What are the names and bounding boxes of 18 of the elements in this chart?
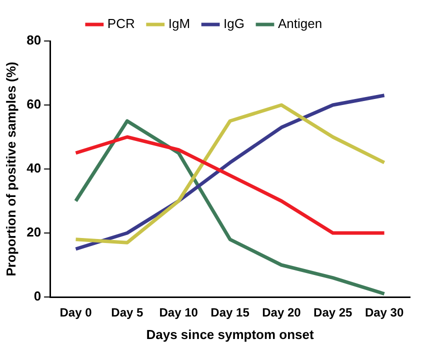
legend-label: IgM xyxy=(168,16,190,32)
y-axis-title: Proportion of positive samples (%) xyxy=(3,62,18,276)
y-tick-label: 20 xyxy=(26,224,42,240)
legend-label: IgG xyxy=(224,16,245,32)
x-tick-label: Day 25 xyxy=(314,306,353,320)
x-tick-label: Day 20 xyxy=(262,306,302,320)
y-tick-label: 60 xyxy=(26,96,42,112)
x-axis-title: Days since symptom onset xyxy=(146,326,315,342)
legend-label: PCR xyxy=(107,16,135,32)
y-tick-label: 0 xyxy=(34,288,42,304)
x-tick-label: Day 5 xyxy=(111,306,144,320)
y-tick-label: 80 xyxy=(26,32,42,48)
legend-label: Antigen xyxy=(278,16,322,32)
x-tick-label: Day 0 xyxy=(60,306,92,320)
y-tick-label: 40 xyxy=(26,160,42,176)
x-tick-label: Day 10 xyxy=(159,306,198,320)
x-tick-label: Day 30 xyxy=(364,306,404,320)
x-tick-label: Day 15 xyxy=(210,306,250,320)
